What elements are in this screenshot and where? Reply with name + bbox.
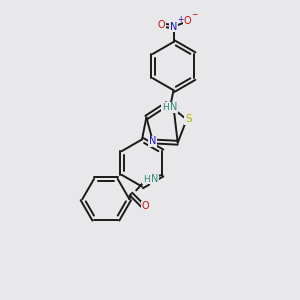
Text: O: O <box>158 20 166 30</box>
Text: N: N <box>151 174 158 184</box>
Text: H: H <box>162 103 169 112</box>
Text: −: − <box>191 10 197 19</box>
Text: N: N <box>170 102 177 112</box>
Text: +: + <box>177 15 183 24</box>
Text: N: N <box>149 136 157 146</box>
Text: S: S <box>185 115 192 124</box>
Text: O: O <box>184 16 191 26</box>
Text: O: O <box>142 201 149 211</box>
Text: N: N <box>170 22 177 32</box>
Text: H: H <box>143 175 150 184</box>
